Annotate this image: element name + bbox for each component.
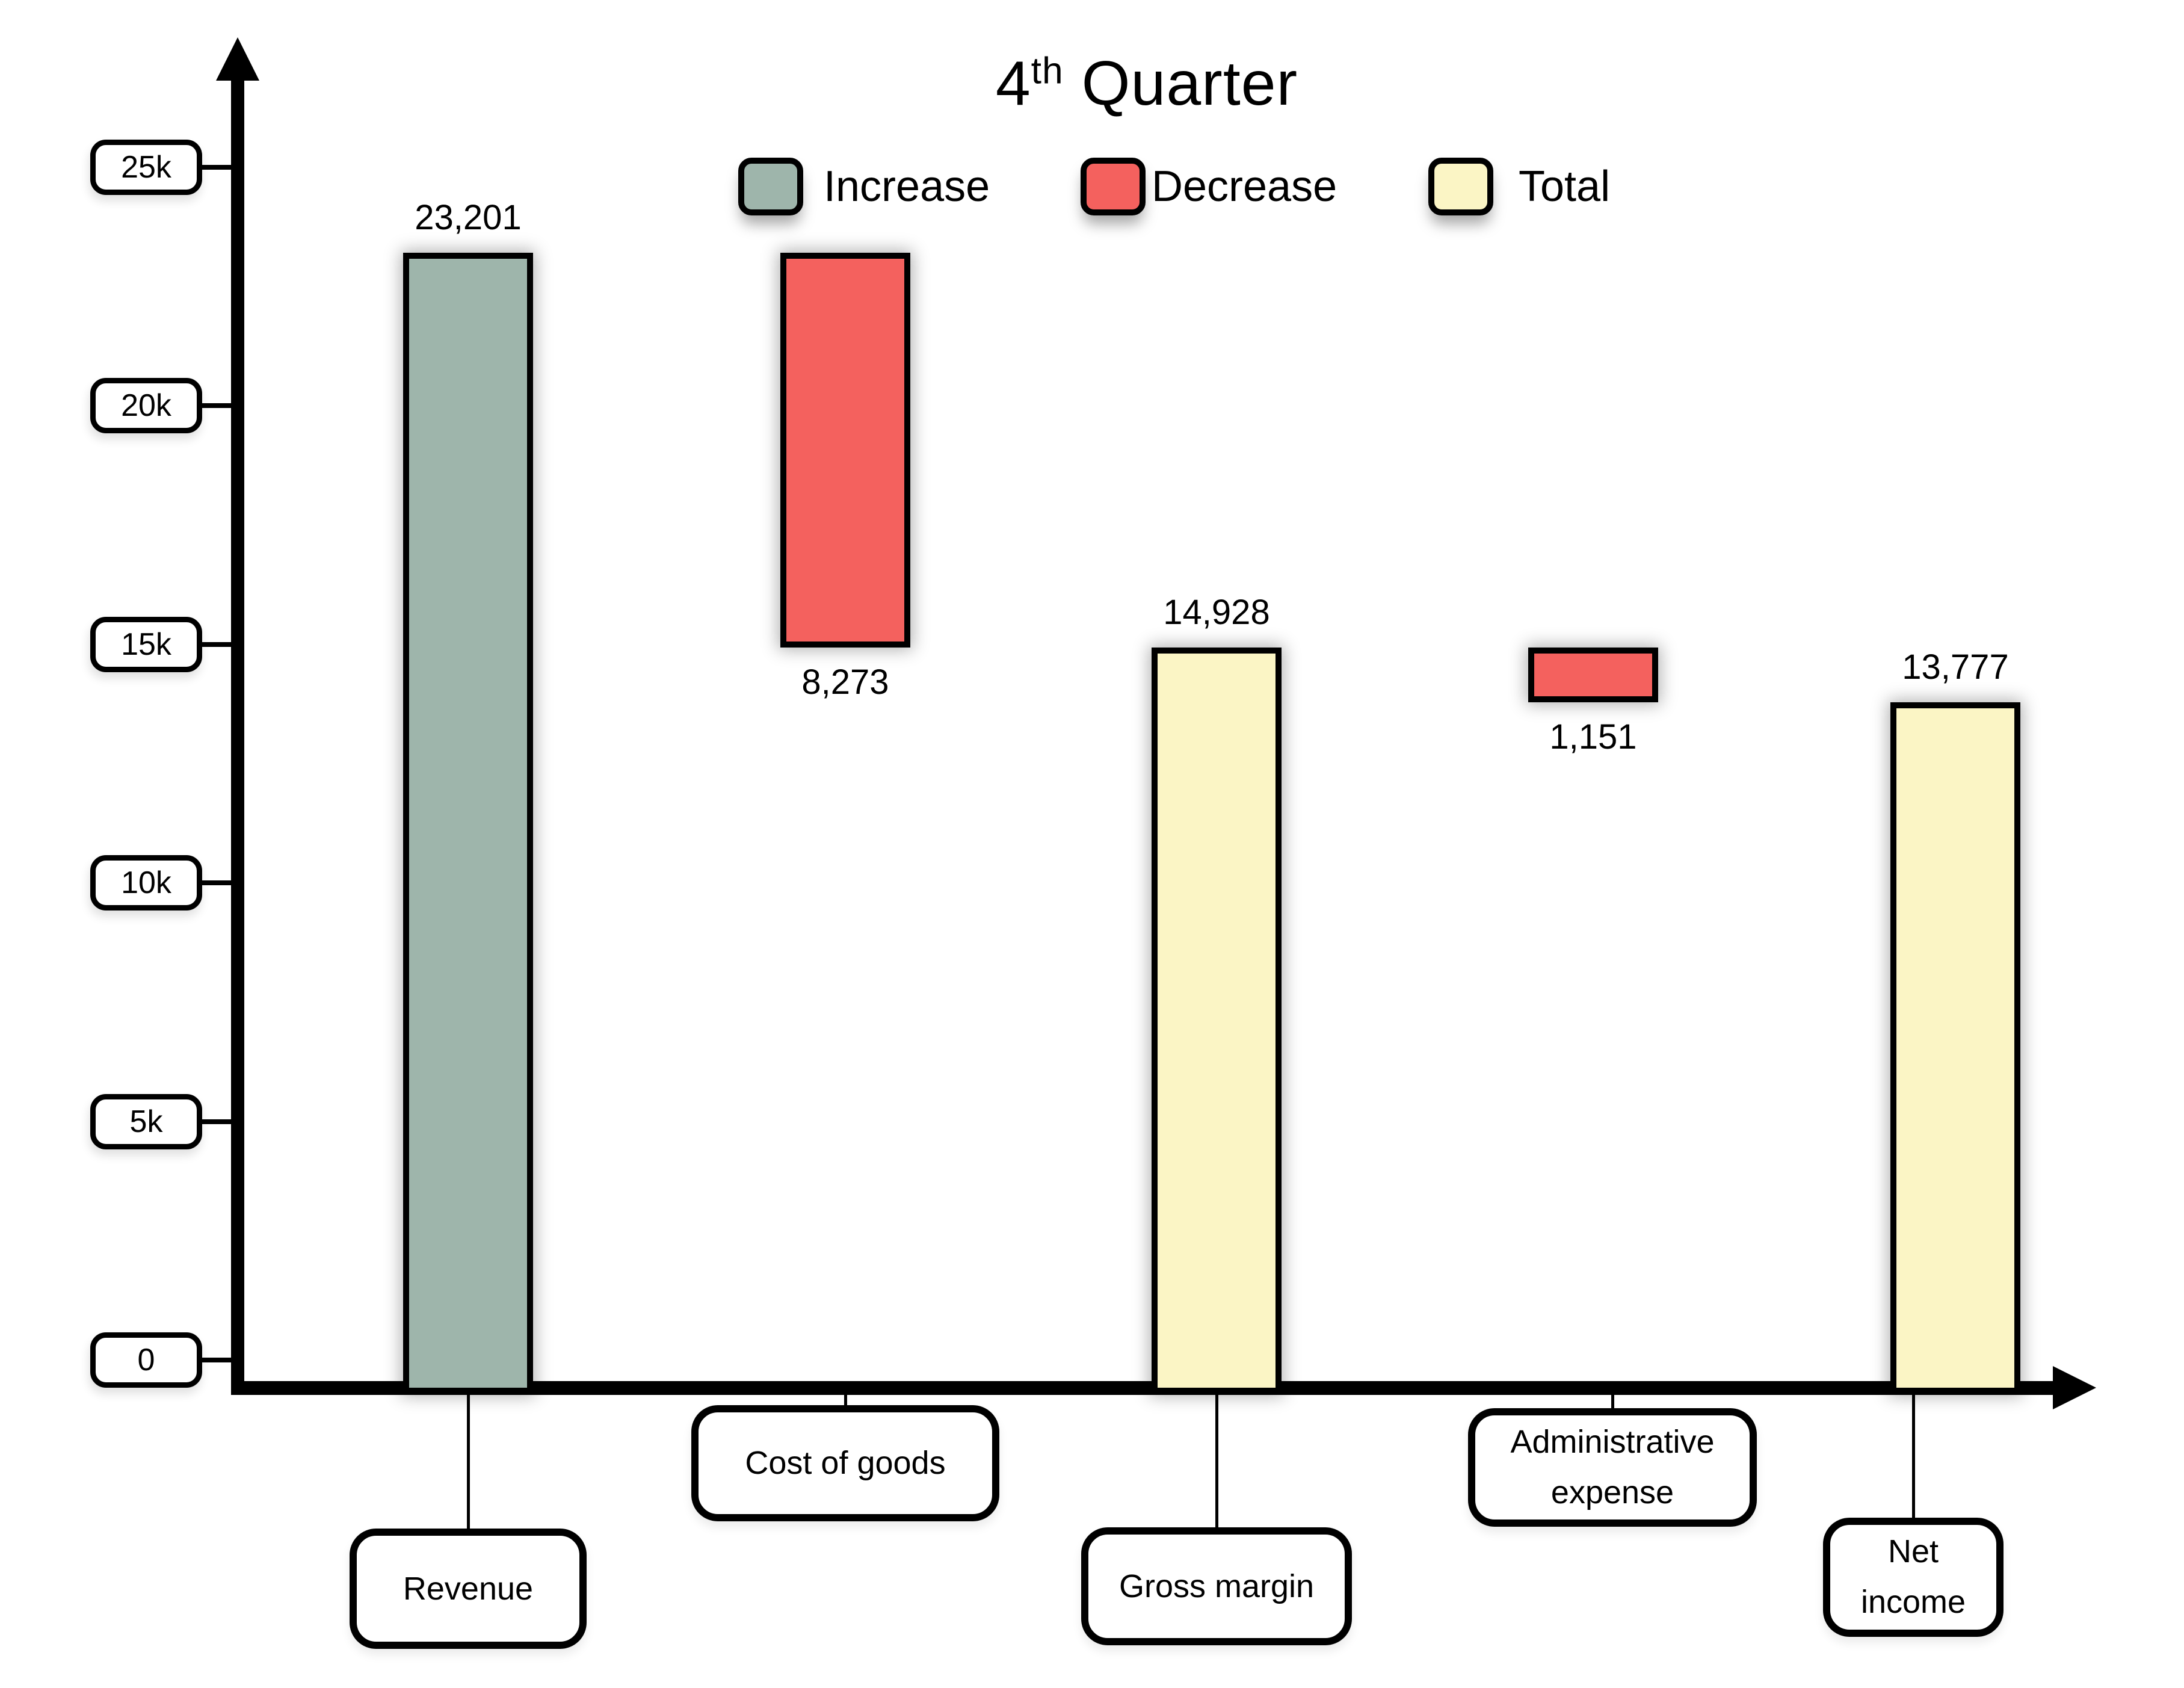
value-label-administrative-expense: 1,151	[1549, 717, 1637, 757]
category-connector-gross-margin	[1215, 1395, 1218, 1527]
chart-title-text: Quarter	[1063, 49, 1298, 119]
y-tick-line-20k	[202, 403, 237, 408]
category-box-gross-margin: Gross margin	[1081, 1527, 1352, 1645]
legend-label-total: Total	[1519, 162, 1611, 211]
category-box-cost-of-goods: Cost of goods	[691, 1405, 999, 1521]
value-label-revenue: 23,201	[415, 198, 522, 238]
legend-swatch-decrease-icon	[1081, 158, 1146, 215]
value-label-net-income: 13,777	[1902, 648, 2009, 687]
y-tick-line-15k	[202, 642, 237, 647]
chart-title-ordinal-suffix: th	[1031, 50, 1064, 92]
y-tick-text-15k: 15k	[121, 626, 171, 662]
y-tick-label-25k: 25k	[90, 139, 202, 195]
bar-administrative-expense	[1528, 648, 1658, 703]
category-label-cost-of-goods-line-1: Cost of goods	[745, 1445, 946, 1481]
category-connector-cost-of-goods	[844, 1395, 847, 1405]
category-box-administrative-expense: Administrative expense	[1468, 1408, 1757, 1527]
y-tick-text-20k: 20k	[121, 388, 171, 423]
y-tick-text-5k: 5k	[129, 1104, 163, 1139]
y-tick-line-5k	[202, 1119, 237, 1124]
x-axis-arrow-icon	[2053, 1366, 2096, 1409]
category-label-net-income-line-2: income	[1860, 1584, 1966, 1620]
y-tick-text-10k: 10k	[121, 865, 171, 900]
y-tick-text-25k: 25k	[121, 149, 171, 185]
y-tick-line-0	[202, 1358, 237, 1362]
legend-label-decrease: Decrease	[1152, 162, 1337, 211]
category-connector-net-income	[1911, 1395, 1915, 1518]
x-axis-line	[231, 1381, 2055, 1395]
y-tick-line-25k	[202, 164, 237, 170]
category-label-revenue-line-1: Revenue	[403, 1570, 534, 1607]
value-label-cost-of-goods: 8,273	[801, 663, 889, 702]
y-tick-line-10k	[202, 880, 237, 885]
category-box-revenue: Revenue	[350, 1529, 587, 1649]
bar-gross-margin	[1152, 648, 1282, 1394]
category-box-net-income: Net income	[1823, 1518, 2004, 1637]
legend-swatch-increase-icon	[738, 158, 803, 215]
y-tick-label-0: 0	[90, 1332, 202, 1388]
value-label-gross-margin: 14,928	[1163, 593, 1270, 632]
y-tick-label-10k: 10k	[90, 855, 202, 910]
legend-label-increase: Increase	[824, 162, 990, 211]
bar-revenue	[403, 253, 533, 1394]
category-label-net-income-line-1: Net	[1887, 1533, 1939, 1570]
legend-item-increase: Increase	[738, 158, 990, 215]
category-label-gross-margin-line-1: Gross margin	[1118, 1568, 1315, 1604]
y-tick-label-20k: 20k	[90, 378, 202, 433]
y-axis-line	[231, 76, 244, 1395]
category-label-administrative-expense-line-1: Administrative	[1510, 1423, 1715, 1460]
y-tick-label-15k: 15k	[90, 616, 202, 672]
chart-title-number: 4	[995, 49, 1031, 119]
chart-title: 4th Quarter	[996, 48, 1298, 120]
category-connector-administrative-expense	[1611, 1395, 1614, 1408]
category-connector-revenue	[466, 1395, 470, 1529]
legend-item-total: Total	[1428, 158, 1610, 215]
legend-swatch-total-icon	[1428, 158, 1493, 215]
y-axis-arrow-icon	[216, 37, 259, 81]
y-tick-text-0: 0	[137, 1343, 155, 1377]
category-label-administrative-expense-line-2: expense	[1550, 1474, 1674, 1510]
y-tick-label-5k: 5k	[90, 1093, 202, 1149]
legend-item-decrease: Decrease	[1081, 158, 1337, 215]
bar-cost-of-goods	[780, 253, 910, 648]
bar-net-income	[1890, 702, 2020, 1394]
